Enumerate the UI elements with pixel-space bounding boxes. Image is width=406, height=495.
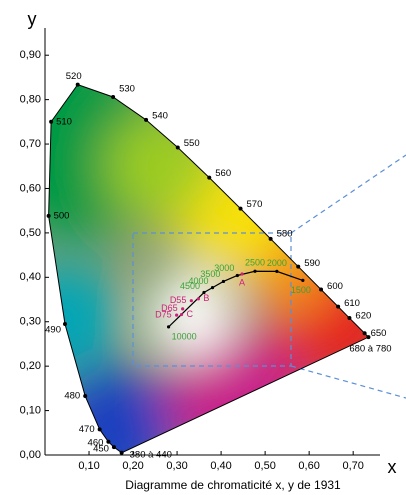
point — [75, 82, 80, 87]
point — [106, 439, 111, 444]
point — [111, 445, 116, 450]
spectral-locus — [48, 84, 370, 454]
point — [166, 325, 171, 329]
x-tick-label: 0,40 — [210, 460, 231, 472]
point — [268, 236, 273, 241]
point — [207, 175, 212, 180]
point-label: C — [187, 309, 194, 319]
point-label: 1500 — [291, 285, 311, 295]
y-tick-label: 0,30 — [20, 316, 41, 328]
point — [275, 269, 279, 274]
y-tick-label: 0,20 — [20, 360, 41, 372]
point — [181, 307, 185, 311]
point — [253, 269, 257, 273]
point-label: 4000 — [188, 276, 208, 286]
y-tick-label: 0,00 — [20, 449, 41, 461]
y-tick-label: 0,50 — [20, 227, 41, 239]
point-label: 3500 — [200, 269, 220, 279]
point-label: 380 à 440 — [130, 449, 172, 460]
point — [202, 290, 206, 295]
point-label: B — [203, 293, 209, 303]
point-label: 500 — [54, 210, 70, 221]
point — [240, 272, 244, 276]
point — [179, 312, 184, 317]
y-axis-label: y — [28, 9, 37, 29]
point — [97, 427, 102, 432]
point-label: 4500 — [180, 281, 200, 291]
point — [210, 286, 215, 290]
point-label: A — [239, 277, 245, 287]
point — [296, 264, 301, 269]
point-label: 580 — [277, 228, 293, 239]
point-label: 600 — [327, 281, 343, 292]
point-label: 2000 — [267, 258, 287, 268]
x-tick-label: 0,60 — [298, 460, 319, 472]
point-label: 10000 — [172, 331, 197, 341]
point-label: 680 à 780 — [349, 344, 391, 355]
y-tick-label: 0,80 — [20, 94, 41, 106]
point — [111, 95, 116, 100]
point — [235, 273, 239, 278]
point — [175, 145, 180, 150]
point — [144, 117, 149, 122]
point-label: D65 — [161, 303, 178, 313]
x-axis-label: x — [388, 457, 397, 477]
point — [336, 304, 341, 309]
point-label: D75 — [155, 309, 172, 319]
point-label: D55 — [170, 295, 187, 305]
y-tick-label: 0,70 — [20, 138, 41, 150]
point-label: 470 — [79, 424, 95, 435]
point-label: 570 — [247, 199, 263, 210]
point-label: 450 — [93, 444, 109, 455]
point — [119, 450, 124, 455]
point-label: 540 — [152, 110, 168, 121]
point-label: 620 — [355, 311, 371, 322]
zoom-box — [132, 154, 406, 399]
point — [62, 321, 67, 326]
point-label: 2500 — [245, 258, 265, 268]
x-tick-label: 0,20 — [122, 460, 143, 472]
planckian-locus — [168, 270, 304, 328]
point-label: 590 — [304, 258, 320, 269]
point-label: 550 — [184, 138, 200, 149]
point — [301, 278, 305, 282]
point-label: 650 — [371, 328, 387, 339]
point — [347, 316, 352, 321]
point-label: 490 — [45, 324, 61, 335]
point-label: 460 — [88, 437, 104, 448]
x-tick-label: 0,10 — [78, 460, 99, 472]
dashed-line — [290, 365, 406, 399]
point-label: 3000 — [214, 263, 234, 273]
point-label: 520 — [66, 71, 82, 82]
point — [238, 206, 243, 211]
point-label: 480 — [64, 391, 80, 402]
point — [83, 394, 88, 399]
point — [189, 299, 193, 303]
y-tick-label: 0,90 — [20, 49, 41, 61]
point — [175, 313, 179, 317]
point — [319, 287, 324, 292]
caption: Diagramme de chromaticité x, y de 1931 — [125, 478, 341, 492]
x-tick-label: 0,30 — [166, 460, 187, 472]
point — [49, 119, 54, 124]
point-label: 560 — [215, 168, 231, 179]
point — [362, 331, 367, 336]
x-tick-label: 0,70 — [342, 460, 363, 472]
point-label: 510 — [56, 116, 72, 127]
dashed-rectangle — [132, 232, 292, 367]
y-tick-label: 0,40 — [20, 271, 41, 283]
dashed-line — [290, 154, 406, 234]
point — [221, 279, 226, 284]
point — [366, 335, 371, 340]
y-tick-label: 0,10 — [20, 404, 41, 416]
point — [46, 213, 51, 218]
point-label: 530 — [119, 84, 135, 95]
x-tick-label: 0,50 — [254, 460, 275, 472]
y-tick-label: 0,60 — [20, 182, 41, 194]
point-label: 610 — [344, 298, 360, 309]
point — [196, 297, 200, 301]
